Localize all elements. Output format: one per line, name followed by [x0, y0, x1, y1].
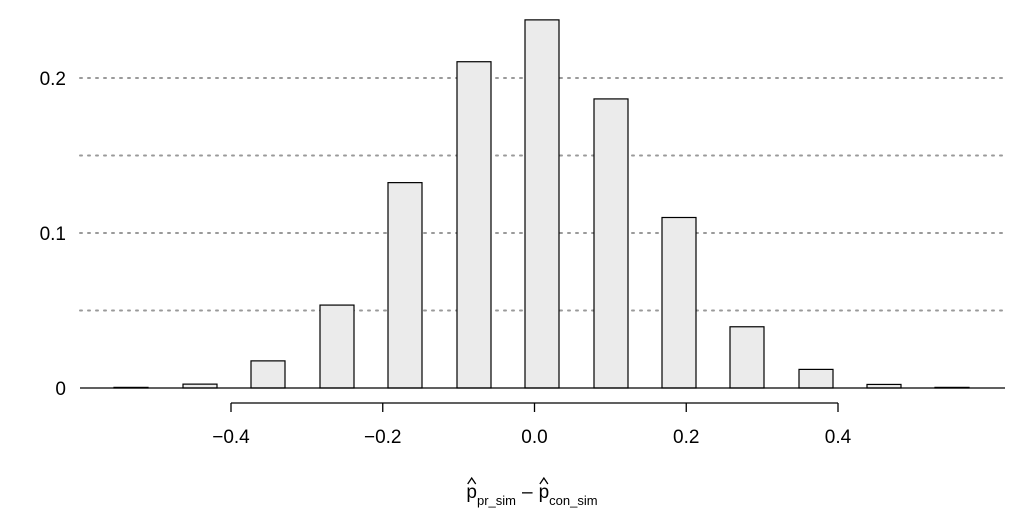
x-axis-label-second-subscript: con_sim: [549, 493, 597, 508]
bar: [524, 19, 560, 389]
x-axis: −0.4 −0.2 0.0 0.2 0.4: [212, 402, 852, 448]
y-tick-label: 0.1: [40, 224, 66, 245]
x-axis-label-hats: [467, 476, 549, 485]
bars: [113, 19, 970, 389]
y-tick-label: 0: [55, 379, 66, 400]
bar: [661, 216, 697, 389]
x-tick-label: 0.0: [521, 427, 547, 448]
x-axis-label-first-subscript: pr_sim: [477, 493, 516, 508]
x-tick-label: 0.4: [825, 427, 852, 448]
bar: [387, 182, 423, 389]
bar: [729, 326, 765, 389]
x-tick-label: −0.4: [212, 427, 250, 448]
hat-icon: [467, 476, 477, 485]
y-axis-tick-labels: 0 0.1 0.2: [40, 69, 66, 400]
bar: [798, 368, 834, 389]
x-tick-label: −0.2: [364, 427, 402, 448]
bar: [319, 304, 355, 389]
x-axis-label-first-symbol: p: [466, 482, 477, 503]
y-tick-label: 0.2: [40, 69, 66, 90]
hat-icon: [539, 476, 549, 485]
x-axis-label: ppr_sim – pcon_sim: [466, 482, 597, 508]
bar: [456, 61, 492, 389]
bar: [593, 98, 629, 389]
y-gridlines: [79, 77, 1006, 312]
x-axis-label-operator: –: [522, 482, 533, 503]
bar: [250, 360, 286, 389]
x-axis-label-second-symbol: p: [539, 482, 550, 503]
x-tick-label: 0.2: [673, 427, 699, 448]
